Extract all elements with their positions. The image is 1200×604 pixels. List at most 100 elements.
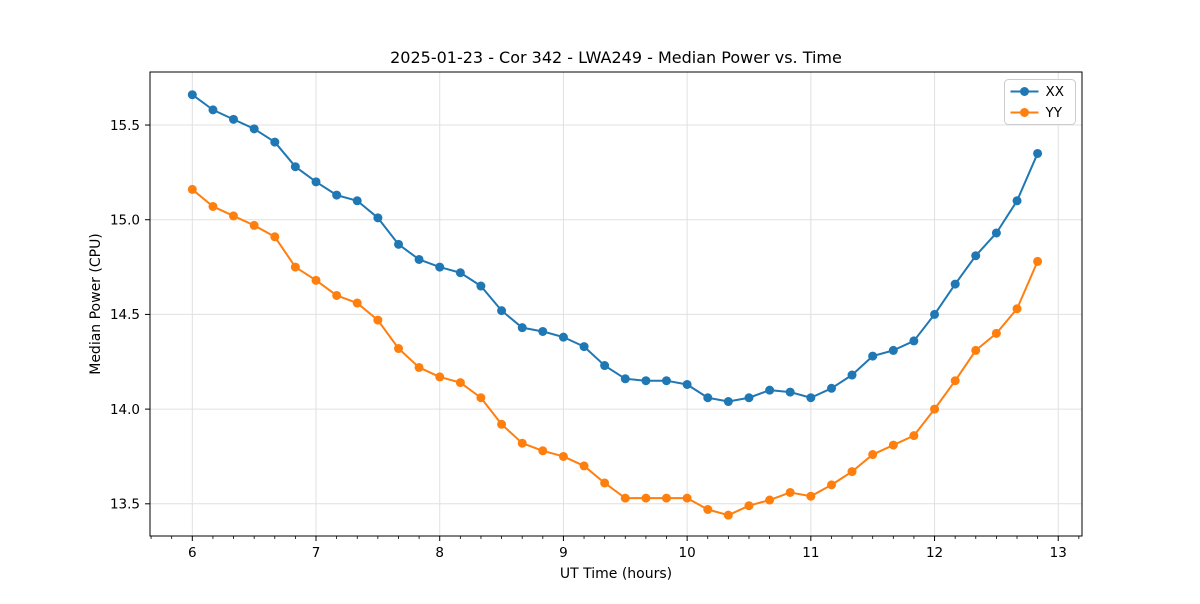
- x-tick-label: 6: [188, 545, 197, 561]
- series-XX-point: [744, 393, 754, 403]
- series-YY: [187, 184, 1043, 520]
- x-tick-label: 9: [559, 545, 568, 561]
- series-YY-point: [930, 404, 940, 414]
- series-YY-point: [682, 493, 692, 503]
- series-XX-point: [394, 239, 404, 249]
- series-XX-point: [765, 385, 775, 395]
- x-tick-label: 10: [679, 545, 696, 561]
- series-XX-point: [641, 376, 651, 386]
- series-YY-point: [1033, 256, 1043, 266]
- series-XX-point: [579, 342, 589, 352]
- chart-title: 2025-01-23 - Cor 342 - LWA249 - Median P…: [390, 48, 842, 67]
- series-YY-point: [661, 493, 671, 503]
- series-YY-point: [703, 504, 713, 514]
- series-XX-point: [290, 162, 300, 172]
- series-YY-point: [579, 461, 589, 471]
- series-XX-point: [455, 268, 465, 278]
- legend-label: XX: [1046, 84, 1065, 100]
- series-YY-point: [476, 393, 486, 403]
- series-XX-point: [538, 326, 548, 336]
- series-XX-point: [311, 177, 321, 187]
- legend-marker: [1020, 87, 1029, 96]
- series-XX-point: [888, 345, 898, 355]
- series-XX-point: [600, 361, 610, 371]
- series-XX-point: [703, 393, 713, 403]
- series-XX-point: [827, 383, 836, 393]
- series-XX-point: [332, 190, 342, 200]
- series-XX-point: [497, 306, 507, 316]
- series-YY-point: [950, 376, 960, 386]
- series-YY-point: [847, 467, 857, 477]
- x-axis: 6 7 8 9 10 11 12 13: [150, 536, 1080, 561]
- series-XX-point: [229, 114, 238, 124]
- series-YY-point: [394, 344, 404, 354]
- series-XX-point: [847, 370, 857, 380]
- series-XX-point: [249, 124, 259, 134]
- series-XX-point: [620, 374, 630, 384]
- series-YY-point: [311, 275, 321, 285]
- series-YY-point: [827, 480, 836, 490]
- series-XX-point: [723, 397, 733, 407]
- series-XX-point: [868, 351, 878, 361]
- grid: [150, 72, 1082, 536]
- y-tick-label: 14.0: [110, 402, 140, 418]
- series-YY-point: [270, 232, 280, 242]
- series-XX: [187, 90, 1043, 407]
- series-XX-point: [373, 213, 383, 223]
- plot-frame: [149, 71, 1083, 537]
- legend-box: [1004, 79, 1076, 125]
- series-XX-point: [270, 137, 280, 147]
- legend-item-XX: XX: [1010, 84, 1065, 100]
- series-XX-point: [661, 376, 671, 386]
- x-axis-label: UT Time (hours): [560, 566, 672, 582]
- series-YY-point: [538, 446, 548, 456]
- series-YY-point: [909, 431, 919, 441]
- series-YY-point: [888, 440, 898, 450]
- series-YY-point: [229, 211, 238, 221]
- x-tick-label: 8: [435, 545, 444, 561]
- series-XX-point: [930, 309, 940, 319]
- series-XX-point: [517, 323, 527, 333]
- series-YY-point: [600, 478, 610, 488]
- series-XX-point: [682, 379, 692, 389]
- series-YY-point: [208, 201, 218, 211]
- y-tick-label: 13.5: [110, 497, 140, 513]
- series-YY-point: [785, 487, 795, 497]
- series-XX-point: [414, 254, 424, 264]
- series-YY-point: [517, 438, 527, 448]
- y-tick-label: 14.5: [110, 307, 140, 323]
- series-XX-point: [991, 228, 1001, 238]
- x-tick-label: 11: [802, 545, 819, 561]
- series-YY-point: [868, 450, 878, 460]
- legend-marker: [1020, 108, 1029, 117]
- series-XX-point: [950, 279, 960, 289]
- series-YY-point: [352, 298, 362, 308]
- series-XX-point: [476, 281, 486, 291]
- series-XX-point: [187, 90, 197, 100]
- x-tick-label: 7: [312, 545, 321, 561]
- series-YY-point: [641, 493, 651, 503]
- y-tick-label: 15.5: [110, 118, 140, 134]
- series-XX-point: [208, 105, 218, 115]
- series-XX-point: [785, 387, 795, 397]
- series-XX-point: [558, 332, 568, 342]
- series-XX-point: [1033, 148, 1043, 158]
- series-XX-point: [971, 251, 981, 261]
- legend-item-YY: YY: [1010, 105, 1063, 121]
- y-axis-label: Median Power (CPU): [88, 233, 104, 375]
- series-YY-point: [497, 419, 507, 429]
- series-YY-point: [373, 315, 383, 325]
- series-YY-point: [971, 345, 981, 355]
- series-YY-point: [455, 378, 465, 388]
- series-YY-point: [435, 372, 445, 382]
- legend: XX YY: [1004, 79, 1076, 125]
- series-XX-point: [806, 393, 816, 403]
- series-YY-point: [414, 362, 424, 372]
- x-tick-label: 13: [1050, 545, 1067, 561]
- series-YY-point: [558, 451, 568, 461]
- y-axis: 13.5 14.0 14.5 15.0 15.5: [110, 118, 150, 513]
- series-YY-point: [620, 493, 630, 503]
- series-YY-point: [765, 495, 775, 505]
